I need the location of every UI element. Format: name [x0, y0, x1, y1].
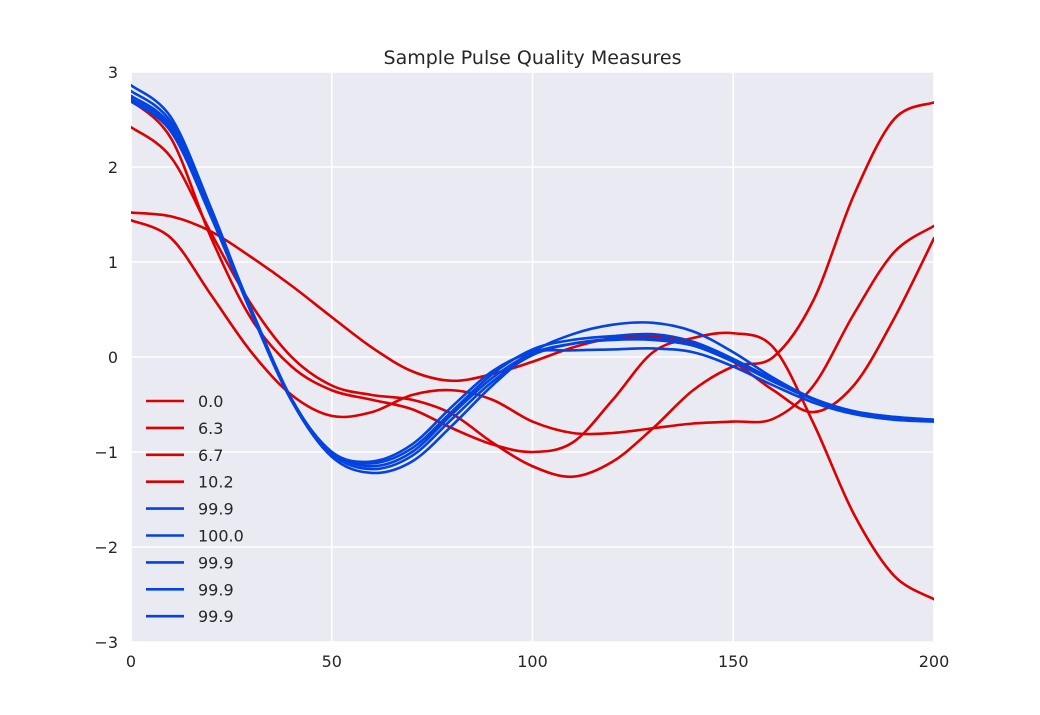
series-line-3 — [131, 99, 934, 601]
y-tick-label: 2 — [108, 158, 118, 177]
y-tick-label: 1 — [108, 253, 118, 272]
legend-label: 10.2 — [198, 473, 234, 492]
series-line-1 — [131, 101, 934, 479]
legend-label: 99.9 — [198, 607, 234, 626]
y-tick-label: −2 — [94, 538, 118, 557]
legend-label: 6.7 — [198, 446, 223, 465]
x-tick-label: 0 — [126, 652, 136, 671]
series-line-8 — [131, 100, 934, 464]
legend-label: 6.3 — [198, 419, 223, 438]
series-line-0 — [131, 211, 934, 414]
x-tick-label: 200 — [919, 652, 950, 671]
legend-label: 99.9 — [198, 553, 234, 572]
legend-label: 99.9 — [198, 500, 234, 519]
y-tick-label: −3 — [94, 633, 118, 652]
y-axis-ticks: −3 −2 −1 0 1 2 3 — [94, 63, 118, 652]
y-tick-label: 0 — [108, 348, 118, 367]
legend-label: 100.0 — [198, 527, 244, 546]
series-lines — [131, 84, 934, 601]
grid — [130, 71, 935, 643]
series-line-2 — [131, 218, 934, 436]
legend-label: 99.9 — [198, 580, 234, 599]
y-tick-label: 3 — [108, 63, 118, 82]
x-tick-label: 50 — [322, 652, 342, 671]
x-tick-label: 150 — [718, 652, 749, 671]
x-tick-label: 100 — [517, 652, 548, 671]
chart-title: Sample Pulse Quality Measures — [384, 47, 682, 69]
legend: 0.0 6.3 6.7 10.2 99.9 100.0 99.9 99.9 99.9 — [146, 392, 244, 626]
x-axis-ticks: 0 50 100 150 200 — [126, 652, 949, 671]
y-tick-label: −1 — [94, 443, 118, 462]
legend-label: 0.0 — [198, 392, 223, 411]
